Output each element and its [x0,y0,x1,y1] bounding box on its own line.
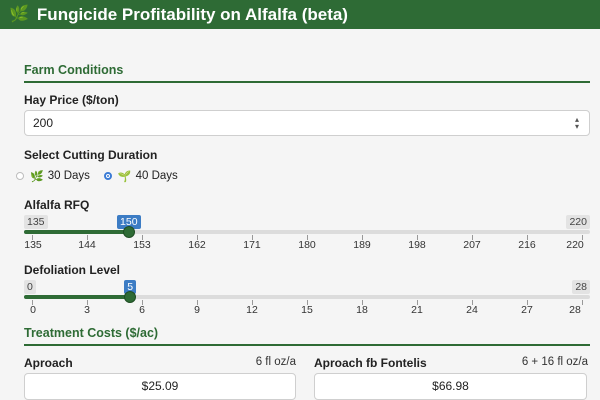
slider-tick-label: 153 [133,239,151,251]
treatment-cost-aproach: $25.09 [24,373,296,400]
rfq-min-label: 135 [24,215,48,229]
slider-tick-mark [527,235,528,240]
slider-tick-mark [582,300,583,305]
slider-tick-label: 135 [24,239,42,251]
slider-tick-label: 180 [298,239,316,251]
slider-tick-label: 27 [521,304,533,316]
slider-tick-mark [417,300,418,305]
hay-price-input-box[interactable]: ▴▾ [24,110,590,136]
rfq-slider-thumb[interactable] [123,226,136,238]
slider-tick-label: 12 [246,304,258,316]
radio-label-30-days: 30 Days [47,170,90,182]
slider-tick-label: 189 [353,239,371,251]
slider-tick-label: 6 [139,304,145,316]
section-title-farm-conditions: Farm Conditions [24,63,124,77]
slider-tick-mark [527,300,528,305]
cutting-duration-radio-group: 🌿 30 Days 🌱 40 Days [16,168,192,184]
radio-option-30-days[interactable]: 🌿 30 Days [16,170,90,183]
slider-tick-label: 144 [78,239,96,251]
hay-price-input[interactable] [33,116,553,130]
defoliation-min-label: 0 [24,280,36,294]
rfq-value-label: 150 [117,215,141,229]
slider-tick-label: 3 [84,304,90,316]
section-divider [24,81,590,83]
slider-tick-label: 216 [518,239,536,251]
app-title: Fungicide Profitability on Alfalfa (beta… [36,4,348,24]
slider-tick-mark [307,300,308,305]
rfq-label: Alfalfa RFQ [24,198,90,212]
treatment-name-aproach-fontelis: Aproach fb Fontelis [314,356,427,370]
treatment-rate-aproach-fontelis: 6 + 16 fl oz/a [521,356,588,368]
defoliation-slider-track[interactable] [24,295,590,299]
slider-tick-mark [417,235,418,240]
slider-tick-label: 15 [301,304,313,316]
seedling-icon: 🌱 [117,170,132,183]
slider-tick-mark [87,300,88,305]
slider-tick-mark [197,235,198,240]
slider-tick-label: 171 [243,239,261,251]
defoliation-slider-fill [24,295,131,299]
slider-tick-mark [142,300,143,305]
slider-tick-mark [32,235,33,240]
treatment-cost-aproach-fontelis: $66.98 [314,373,587,400]
hay-price-label: Hay Price ($/ton) [24,93,119,107]
slider-tick-mark [87,235,88,240]
app-header: 🌿 Fungicide Profitability on Alfalfa (be… [0,0,600,29]
slider-tick-label: 18 [356,304,368,316]
slider-tick-mark [362,300,363,305]
defoliation-value-label: 5 [124,280,137,294]
rfq-max-label: 220 [566,215,590,229]
slider-tick-mark [472,235,473,240]
radio-label-40-days: 40 Days [135,170,178,182]
defoliation-label: Defoliation Level [24,263,121,277]
treatment-rate-aproach: 6 fl oz/a [255,356,296,368]
rfq-slider[interactable]: 135 220 150 135 144 153 162 171 180 189 198 207 2… [24,214,590,254]
slider-tick-mark [472,300,473,305]
slider-tick-label: 207 [463,239,481,251]
radio-button-30-days[interactable] [16,172,24,180]
defoliation-slider[interactable]: 0 28 5 0 3 6 9 12 15 18 21 24 27 28 [24,279,590,319]
spinner-icon[interactable]: ▴ ▾ [574,115,579,131]
leaf-icon: 🌿 [9,5,29,23]
slider-tick-label: 28 [569,304,581,316]
slider-tick-mark [307,235,308,240]
slider-tick-label: 9 [194,304,200,316]
cutting-duration-label: Select Cutting Duration [24,148,158,162]
slider-tick-mark [582,235,583,240]
slider-tick-mark [362,235,363,240]
section-divider [24,344,590,346]
slider-tick-label: 24 [466,304,478,316]
slider-tick-mark [32,300,33,305]
slider-tick-label: 162 [188,239,206,251]
slider-tick-mark [142,235,143,240]
leaf-icon: 🌿 [30,170,44,183]
slider-tick-label: 21 [411,304,423,316]
defoliation-max-label: 28 [572,280,590,294]
slider-tick-label: 198 [408,239,426,251]
slider-tick-mark [252,300,253,305]
slider-tick-label: 0 [30,304,36,316]
slider-tick-mark [197,300,198,305]
rfq-slider-track[interactable] [24,230,590,234]
section-title-treatment-costs: Treatment Costs ($/ac) [24,326,159,340]
rfq-slider-fill [24,230,130,234]
radio-option-40-days[interactable]: 🌱 40 Days [103,170,178,183]
slider-tick-mark [252,235,253,240]
defoliation-slider-thumb[interactable] [124,291,137,303]
treatment-name-aproach: Aproach [24,356,73,370]
radio-button-40-days[interactable] [103,172,112,180]
slider-tick-label: 220 [566,239,584,251]
